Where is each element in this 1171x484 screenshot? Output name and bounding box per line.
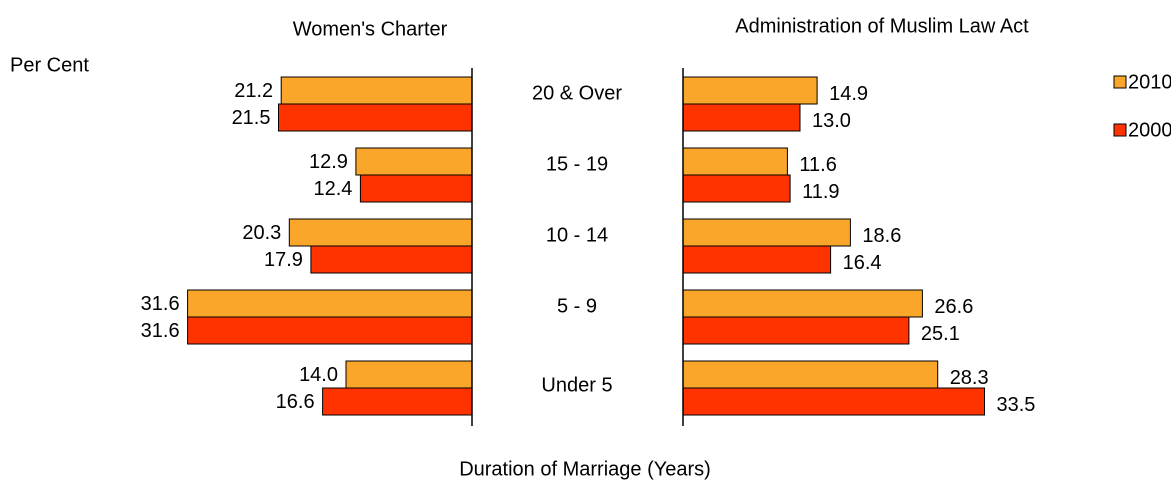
bar	[280, 76, 473, 105]
value-label: 31.6	[141, 320, 180, 342]
value-label: 18.6	[862, 225, 901, 247]
category-label: 5 - 9	[557, 295, 597, 317]
bar	[187, 289, 473, 318]
category-label: 10 - 14	[546, 224, 608, 246]
value-label: 26.6	[934, 296, 973, 318]
bar	[682, 316, 910, 345]
bar	[355, 147, 473, 176]
bar	[322, 387, 473, 416]
bar	[682, 174, 791, 203]
category-label: Under 5	[541, 374, 612, 396]
bar	[682, 387, 985, 416]
bar	[187, 316, 473, 345]
bar	[682, 289, 923, 318]
legend-swatch	[1113, 123, 1127, 137]
value-label: 12.9	[309, 151, 348, 173]
value-label: 11.6	[799, 154, 836, 176]
value-label: 21.5	[232, 107, 271, 129]
bar	[682, 218, 851, 247]
value-label: 13.0	[812, 110, 851, 132]
category-label: 20 & Over	[532, 82, 622, 104]
panel-title: Women's Charter	[293, 18, 448, 40]
value-label: 20.3	[242, 222, 281, 244]
value-label: 17.9	[264, 249, 303, 271]
value-label: 11.9	[802, 181, 839, 203]
value-label: 28.3	[950, 367, 989, 389]
bar	[682, 103, 801, 132]
y-axis-label: Per Cent	[10, 54, 89, 76]
bar	[682, 245, 832, 274]
bar	[278, 103, 473, 132]
value-label: 14.0	[299, 364, 338, 386]
value-label: 16.6	[276, 391, 315, 413]
bar	[682, 76, 818, 105]
category-label: 15 - 19	[546, 153, 608, 175]
bar	[359, 174, 473, 203]
legend-swatch	[1113, 75, 1127, 89]
value-label: 21.2	[234, 80, 273, 102]
bar	[310, 245, 473, 274]
value-label: 31.6	[141, 293, 180, 315]
x-axis-label: Duration of Marriage (Years)	[459, 458, 711, 480]
panel-title: Administration of Muslim Law Act	[735, 15, 1029, 37]
value-label: 16.4	[843, 252, 882, 274]
bar	[345, 360, 473, 389]
value-label: 25.1	[921, 323, 960, 345]
legend-label: 2000	[1128, 119, 1171, 141]
value-label: 14.9	[829, 83, 868, 105]
value-label: 12.4	[313, 178, 352, 200]
bar	[682, 360, 939, 389]
value-label: 33.5	[997, 394, 1036, 416]
bar	[682, 147, 788, 176]
legend-label: 2010	[1128, 71, 1171, 93]
bar	[288, 218, 473, 247]
